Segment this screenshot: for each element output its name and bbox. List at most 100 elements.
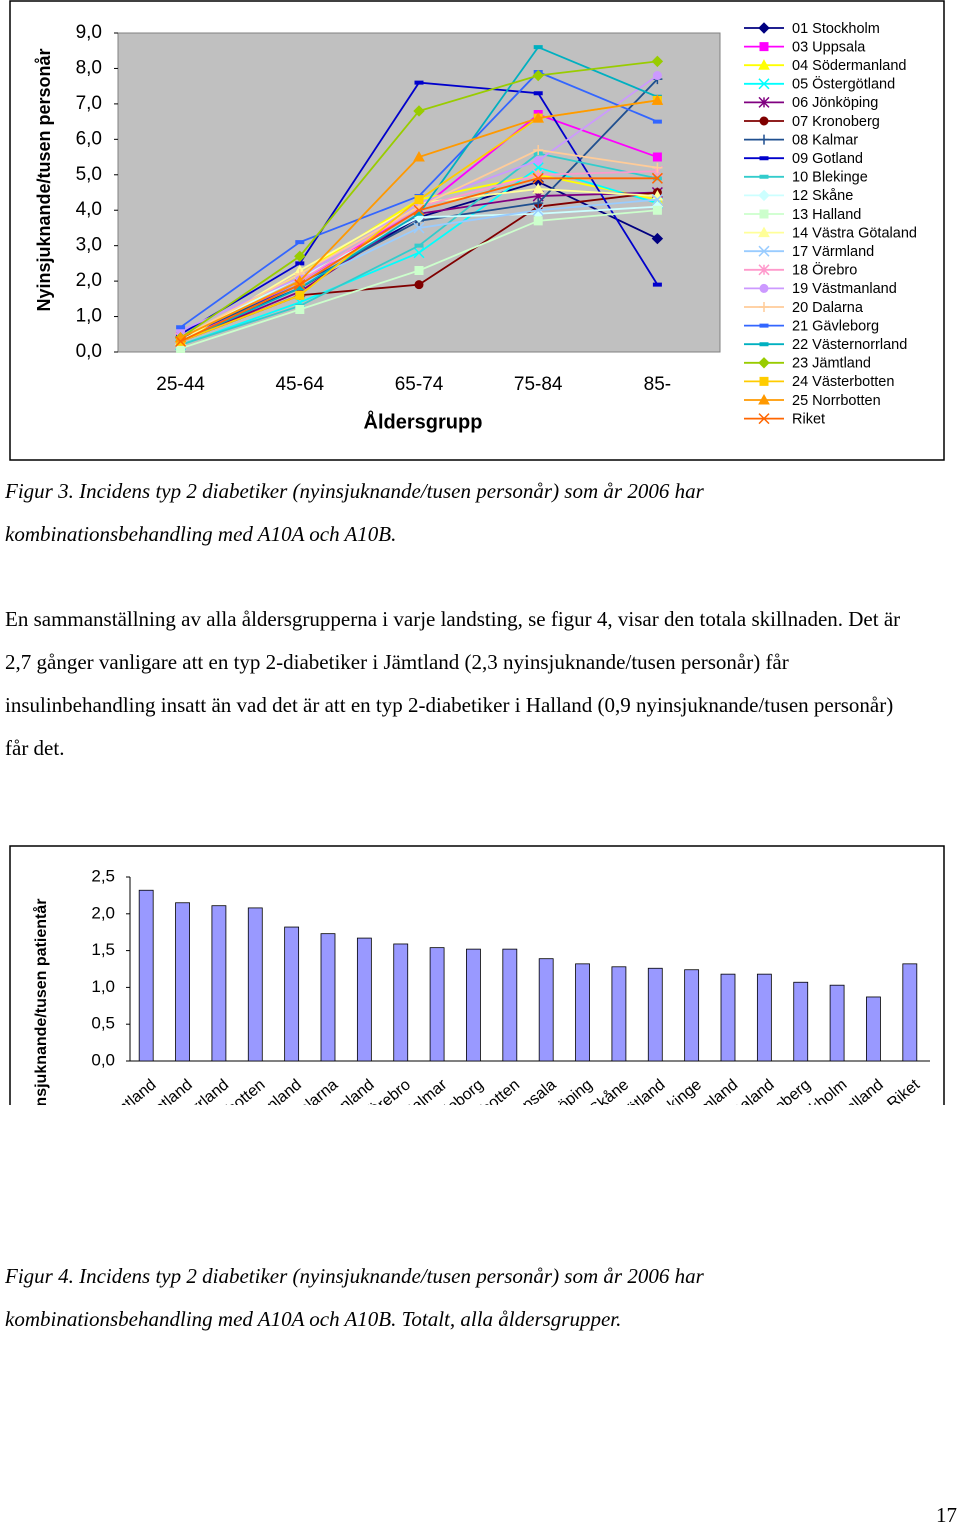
paragraph: En sammanställning av alla åldersgrupper… bbox=[5, 607, 901, 760]
bar bbox=[175, 902, 190, 1062]
legend-label: 12 Skåne bbox=[792, 188, 853, 204]
x-tick-label: 85- bbox=[644, 374, 671, 395]
marker bbox=[759, 376, 769, 386]
bar bbox=[393, 943, 409, 1062]
legend-label: 25 Norrbotten bbox=[792, 393, 881, 409]
x-tick-label: 25-44 bbox=[156, 374, 205, 395]
marker bbox=[533, 156, 543, 166]
marker bbox=[758, 226, 770, 238]
bar bbox=[138, 889, 154, 1062]
legend-label: Riket bbox=[792, 411, 825, 427]
marker bbox=[759, 323, 769, 328]
legend-label: 21 Gävleborg bbox=[792, 318, 879, 334]
bar bbox=[647, 967, 663, 1062]
y-tick-label: 1,0 bbox=[91, 977, 115, 996]
y-tick-label: 2,5 bbox=[91, 866, 115, 885]
marker bbox=[414, 243, 424, 248]
marker bbox=[414, 80, 424, 85]
bar bbox=[211, 905, 227, 1062]
bar bbox=[829, 984, 845, 1062]
legend-label: 07 Kronoberg bbox=[792, 114, 880, 130]
bar bbox=[793, 981, 809, 1062]
bar bbox=[538, 958, 554, 1062]
marker bbox=[413, 105, 425, 117]
y-tick-label: 2,0 bbox=[91, 903, 115, 922]
marker bbox=[295, 290, 305, 300]
marker bbox=[759, 283, 769, 293]
marker bbox=[532, 182, 545, 194]
legend-label: 10 Blekinge bbox=[792, 170, 868, 186]
marker bbox=[176, 325, 186, 330]
y-tick-label: 1,0 bbox=[76, 306, 102, 327]
marker bbox=[413, 247, 425, 259]
marker bbox=[414, 280, 424, 290]
marker bbox=[652, 152, 662, 162]
marker bbox=[758, 22, 770, 34]
marker bbox=[533, 216, 543, 226]
y-tick-label: 9,0 bbox=[76, 22, 102, 43]
x-tick-label: 45-64 bbox=[275, 374, 324, 395]
marker bbox=[414, 265, 424, 275]
marker bbox=[295, 240, 305, 245]
bar bbox=[284, 926, 300, 1062]
legend-label: 20 Dalarna bbox=[792, 300, 864, 316]
caption: Figur 4. Incidens typ 2 diabetiker (nyin… bbox=[5, 1264, 704, 1331]
legend-label: 23 Jämtland bbox=[792, 356, 871, 372]
marker bbox=[652, 162, 663, 173]
marker bbox=[758, 59, 770, 70]
marker bbox=[758, 264, 770, 276]
marker bbox=[759, 42, 769, 52]
y-tick-label: 8,0 bbox=[76, 57, 102, 78]
legend-label: 09 Gotland bbox=[792, 151, 863, 167]
y-tick-label: 3,0 bbox=[76, 235, 102, 256]
y-axis-label: Nyinsjuknande/tusen personår bbox=[34, 48, 54, 311]
marker bbox=[532, 69, 544, 82]
y-tick-label: 0,5 bbox=[91, 1014, 115, 1033]
marker bbox=[414, 195, 424, 205]
marker bbox=[759, 156, 769, 161]
marker bbox=[759, 342, 769, 347]
marker bbox=[758, 96, 770, 108]
x-axis-label: Åldersgrupp bbox=[364, 409, 483, 433]
bar bbox=[684, 969, 700, 1062]
marker bbox=[652, 282, 662, 287]
marker bbox=[651, 194, 663, 206]
legend-label: 13 Halland bbox=[792, 207, 861, 223]
marker bbox=[652, 71, 662, 81]
legend-label: 18 Örebro bbox=[792, 261, 857, 279]
legend-label: 19 Västmanland bbox=[792, 281, 897, 297]
marker bbox=[413, 151, 425, 162]
marker bbox=[759, 302, 769, 312]
bar bbox=[502, 948, 518, 1062]
marker bbox=[533, 91, 543, 96]
marker bbox=[652, 205, 662, 215]
legend-label: 06 Jönköping bbox=[792, 95, 878, 111]
bar bbox=[611, 966, 627, 1062]
x-tick-label: 75-84 bbox=[514, 374, 563, 395]
legend-label: 24 Västerbotten bbox=[792, 374, 894, 390]
bar bbox=[720, 973, 736, 1062]
marker bbox=[758, 413, 770, 425]
legend-label: 08 Kalmar bbox=[792, 132, 858, 148]
page-number: 17 bbox=[936, 1503, 957, 1527]
marker bbox=[294, 279, 306, 291]
bar bbox=[429, 947, 445, 1062]
y-tick-label: 1,5 bbox=[91, 940, 115, 959]
marker bbox=[533, 198, 544, 209]
marker bbox=[652, 119, 662, 124]
bar bbox=[247, 907, 263, 1062]
y-tick-label: 0,0 bbox=[76, 341, 102, 362]
marker bbox=[295, 304, 305, 314]
marker bbox=[294, 250, 306, 263]
y-tick-label: 5,0 bbox=[76, 164, 102, 185]
marker bbox=[758, 189, 770, 202]
marker bbox=[759, 116, 769, 126]
bar bbox=[575, 963, 590, 1062]
marker bbox=[758, 393, 770, 405]
legend-label: 14 Västra Götaland bbox=[792, 225, 917, 241]
marker bbox=[533, 45, 543, 50]
bar bbox=[866, 996, 881, 1062]
marker bbox=[651, 172, 663, 184]
x-tick-label: 65-74 bbox=[395, 374, 444, 395]
marker bbox=[532, 204, 544, 216]
